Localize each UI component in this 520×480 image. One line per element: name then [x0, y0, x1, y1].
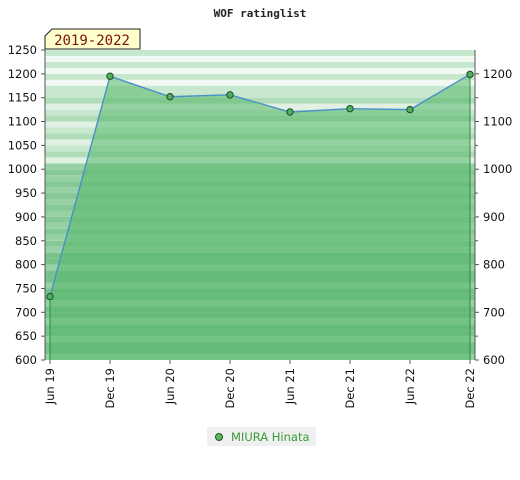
left-y-axis: 600 650 700 750 800 850 900 950 1000 1050 1100 1150…: [8, 43, 45, 367]
x-tick-label: Jun 19: [43, 368, 57, 405]
data-point: [226, 91, 234, 99]
data-points: [46, 70, 474, 301]
grid-band: [45, 50, 475, 56]
data-point: [466, 70, 474, 79]
left-tick-label: 1000: [8, 162, 37, 176]
grid-band: [45, 79, 475, 86]
left-tick-label: 950: [15, 186, 37, 200]
x-tick-label: Dec 21: [343, 368, 357, 409]
grid-band: [45, 85, 475, 92]
data-point: [286, 108, 294, 116]
left-tick-label: 700: [15, 305, 37, 319]
left-tick-label: 1150: [8, 91, 37, 105]
left-tick-label: 1250: [8, 43, 37, 57]
left-tick-label: 650: [15, 329, 37, 343]
left-tick-label: 600: [15, 353, 37, 367]
left-tick-label: 1050: [8, 138, 37, 152]
data-point: [166, 93, 174, 101]
legend-marker-icon: [215, 432, 223, 441]
x-tick-label: Dec 19: [103, 368, 117, 409]
data-point: [406, 105, 414, 114]
left-tick-label: 850: [15, 234, 37, 248]
x-tick-label: Dec 22: [463, 368, 477, 409]
x-tick-label: Jun 21: [283, 368, 297, 405]
left-tick-label: 1200: [8, 67, 37, 81]
right-tick-label: 700: [483, 305, 505, 319]
period-badge: 2019-2022: [44, 28, 141, 50]
data-point: [46, 292, 54, 301]
area-fill: [49, 74, 471, 361]
right-tick-label: 1200: [483, 67, 512, 81]
legend: MIURA Hinata: [207, 427, 316, 446]
axes: [44, 50, 476, 360]
data-point: [346, 104, 354, 113]
right-tick-label: 1100: [483, 115, 512, 129]
x-tick-label: Jun 20: [163, 368, 177, 405]
legend-label: MIURA Hinata: [231, 429, 310, 444]
x-axis: Jun 19 Dec 19 Jun 20 Dec 20 Jun 21 Dec 21 Jun …: [43, 360, 477, 409]
right-tick-label: 800: [483, 258, 505, 272]
right-tick-label: 600: [483, 353, 505, 367]
data-point: [106, 72, 114, 80]
x-tick-label: Jun 22: [403, 368, 417, 405]
area-shape: [50, 74, 470, 361]
x-tick-label: Dec 20: [223, 368, 237, 409]
left-tick-label: 800: [15, 258, 37, 272]
series-polyline: [49, 73, 471, 297]
right-tick-label: 1000: [483, 162, 512, 176]
left-tick-label: 1100: [8, 115, 37, 129]
grid-band: [45, 73, 475, 80]
chart-title: WOF ratinglist: [214, 7, 307, 20]
period-badge-text: 2019-2022: [54, 33, 130, 49]
right-y-axis: 600 700 800 900 1000 1100 1200: [475, 67, 512, 367]
grid-band: [45, 67, 475, 74]
series-line: [49, 73, 471, 297]
grid-band: [45, 97, 475, 104]
grid-band: [45, 91, 475, 98]
left-tick-label: 900: [15, 210, 37, 224]
left-tick-label: 750: [15, 281, 37, 295]
grid-band: [45, 61, 475, 68]
right-tick-label: 900: [483, 210, 505, 224]
grid-band: [45, 55, 475, 62]
